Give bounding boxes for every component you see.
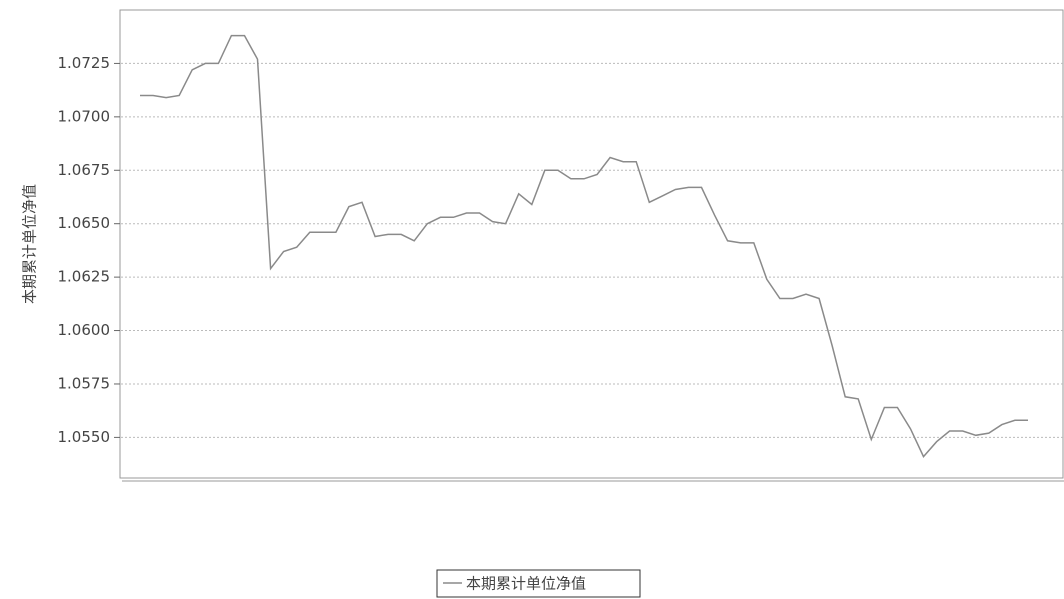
y-tick-label: 1.0550 [58,428,111,446]
y-tick-label: 1.0725 [58,54,111,72]
y-tick-label: 1.0700 [58,107,111,125]
y-tick-label: 1.0625 [58,268,111,286]
plot-frame [119,9,1064,479]
y-tick-label: 1.0575 [58,374,111,392]
legend-label: 本期累计单位净值 [466,575,586,593]
y-axis-label: 本期累计单位净值 [21,184,39,304]
data-line [140,34,1028,458]
y-tick-label: 1.0650 [58,214,111,232]
legend-box [436,569,641,598]
y-tick-label: 1.0675 [58,161,111,179]
y-tick-label: 1.0600 [58,321,111,339]
